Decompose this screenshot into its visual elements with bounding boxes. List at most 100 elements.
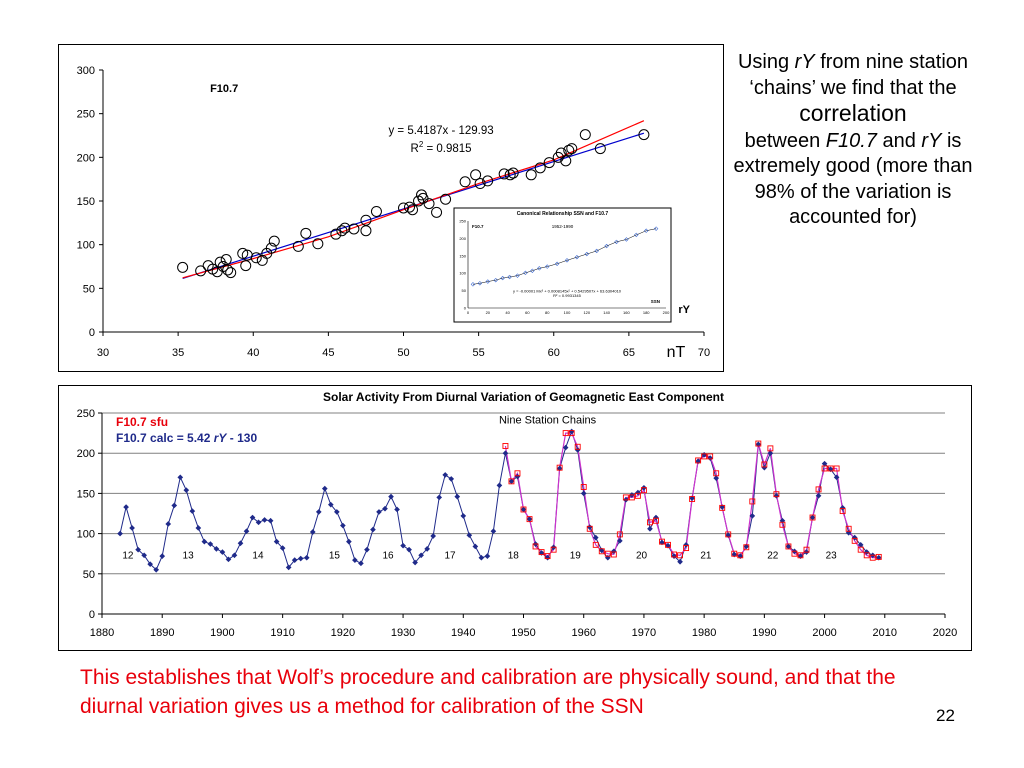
scatter-point	[398, 202, 409, 214]
f107-point	[544, 553, 551, 560]
calc-point	[177, 474, 184, 481]
cycle-label: 19	[570, 551, 582, 562]
cycle-label: 20	[636, 551, 648, 562]
f107-point	[562, 430, 569, 437]
inset-x-tick-label: 180	[643, 310, 650, 315]
calc-point	[839, 505, 846, 511]
x-tick-label: 70	[698, 347, 710, 359]
f107-point	[671, 551, 677, 558]
f107-point	[749, 498, 756, 505]
f107-point	[604, 550, 611, 557]
calc-point	[406, 546, 412, 553]
scatter-point	[404, 201, 416, 213]
fit-equation: y = 5.4187x - 129.93	[388, 125, 493, 137]
scatter-point	[563, 144, 575, 156]
f107-point	[556, 464, 563, 471]
x-tick-label: 45	[322, 347, 334, 359]
y-tick-label: 0	[89, 609, 95, 621]
inset-y-tick-label: 100	[459, 271, 466, 276]
scatter-point	[525, 169, 537, 181]
x-tick-label: 1970	[632, 627, 656, 639]
f107-point	[815, 486, 822, 493]
inset-x-tick-label: 120	[583, 310, 590, 315]
calc-point	[430, 533, 437, 539]
scatter-chart-box: 0 50 100 150 200 250 300 30 35 40 45 50 55 60 65 nT 70 F1…	[58, 44, 724, 372]
calc-point	[713, 475, 720, 481]
corner-label: rY	[678, 304, 690, 316]
cycle-label: 23	[826, 551, 838, 562]
y-tick-label: 100	[77, 240, 95, 252]
r-squared: R2 = 0.9815	[411, 140, 472, 155]
x-tick-label: 2020	[933, 627, 957, 639]
ry-term: rY	[794, 51, 815, 73]
scatter-point	[220, 254, 232, 266]
calc-point	[749, 513, 756, 519]
side-text-part: between	[744, 129, 826, 152]
cycle-label: 17	[444, 551, 456, 562]
calc-point	[424, 546, 430, 552]
scatter-point	[370, 205, 382, 217]
inset-trend-line	[472, 228, 657, 285]
scatter-point	[222, 264, 234, 276]
f107-point	[586, 525, 593, 532]
f107-point	[755, 440, 762, 447]
inset-point	[507, 274, 512, 280]
calc-point	[225, 556, 232, 563]
f107-point	[803, 546, 810, 553]
inset-point	[604, 243, 609, 249]
x-tick-label: 1950	[511, 627, 535, 639]
scatter-point	[423, 198, 435, 210]
inset-point	[634, 232, 639, 238]
calc-point	[767, 450, 774, 457]
f107-point	[779, 521, 786, 528]
f107-point	[761, 461, 768, 468]
scatter-point	[543, 157, 555, 169]
calc-point	[653, 514, 659, 521]
scatter-point	[498, 168, 510, 180]
inset-point	[530, 268, 535, 273]
scatter-point	[360, 214, 372, 226]
calc-point	[291, 557, 298, 563]
f107-point	[767, 445, 774, 452]
x-tick-label: 1910	[270, 627, 294, 639]
inset-x-tick-label: 40	[505, 310, 510, 315]
side-text-part: Using	[737, 51, 795, 73]
f107-point	[839, 508, 846, 515]
calc-point	[189, 508, 196, 514]
f107-point	[713, 470, 720, 477]
inset-x-tick-label: 60	[525, 310, 530, 315]
inset-point	[515, 273, 520, 278]
f107-point	[833, 465, 840, 472]
scatter-point	[237, 247, 249, 259]
calc-point	[382, 505, 388, 512]
inset-period: 1952-1990	[552, 224, 574, 229]
f107-point	[616, 531, 623, 538]
calc-point	[388, 493, 394, 500]
x-tick-label: 1920	[331, 627, 355, 639]
calc-point	[773, 492, 780, 499]
f107-point	[665, 541, 671, 548]
f107-point	[821, 465, 828, 472]
calc-point	[376, 509, 382, 515]
f107-point	[857, 546, 864, 553]
inset-label: F10.7	[472, 224, 484, 229]
scatter-point	[566, 143, 578, 155]
inset-frame	[453, 207, 672, 323]
calc-point	[574, 447, 581, 453]
x-tick-label: 1900	[210, 627, 234, 639]
calc-point	[165, 521, 172, 527]
calc-point	[412, 559, 418, 566]
f107-point	[851, 537, 858, 544]
f107-term: F10.7	[825, 129, 877, 152]
calc-point	[400, 542, 406, 549]
calc-point	[231, 552, 238, 559]
scatter-point	[482, 175, 494, 187]
inset-equation: y = -0.00001 Mx³ + 0.0008145x² + 0.54295…	[513, 288, 622, 293]
calc-point	[785, 543, 792, 550]
page-number: 22	[936, 706, 955, 725]
calc-point	[851, 534, 858, 541]
side-text-part: from nine station ‘chains’ we find that …	[749, 51, 969, 99]
calc-point	[364, 546, 370, 553]
scatter-point	[300, 227, 312, 239]
calc-point	[683, 542, 689, 548]
